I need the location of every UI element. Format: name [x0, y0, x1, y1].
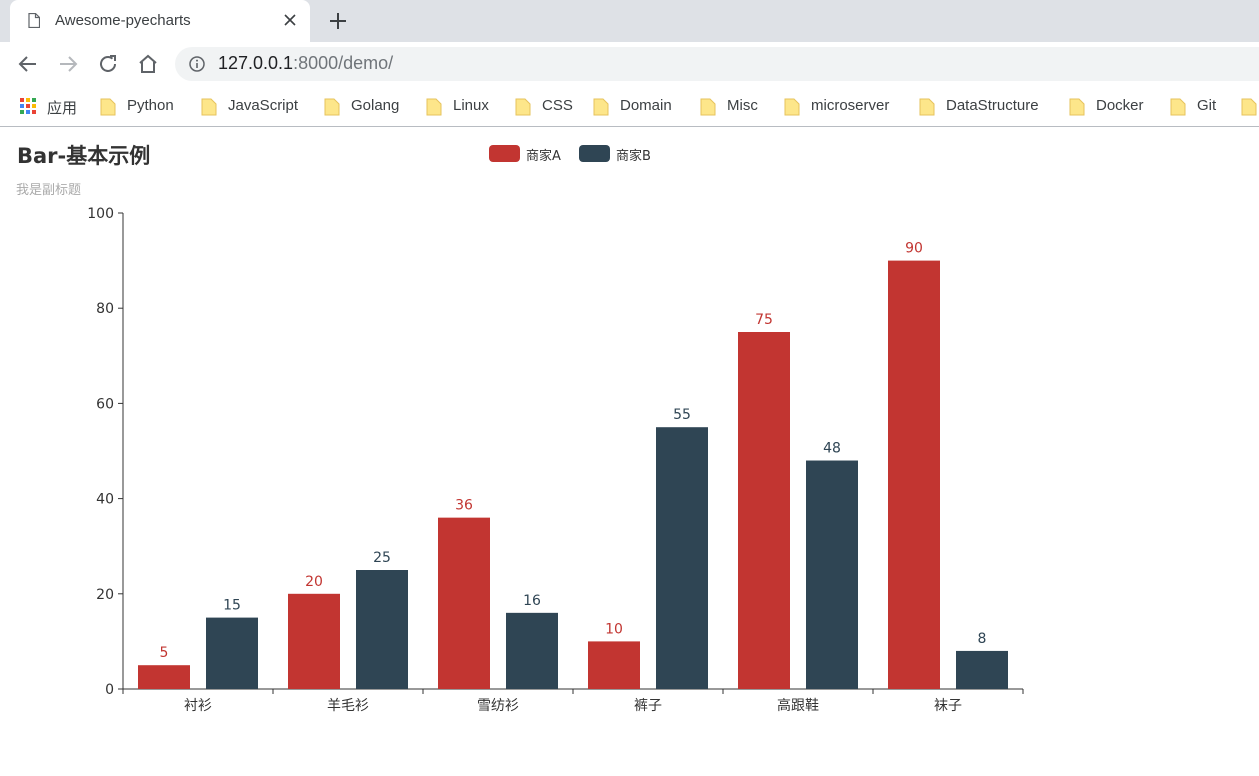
bookmark-label: Docker — [1096, 97, 1144, 114]
page-content: Bar-基本示例 我是副标题 商家A 商家B 0 20 40 60 80 100 衬衫 羊毛衫… — [0, 128, 1259, 776]
bookmarks-bar: 应用 Python JavaScript Golang Linux CSS Do… — [0, 86, 1259, 127]
bookmark-label: microserver — [811, 97, 890, 114]
bar-series-a — [588, 641, 640, 689]
data-label: 10 — [605, 621, 623, 637]
legend-label-series-b: 商家B — [616, 149, 651, 164]
url-host: 127.0.0.1 — [218, 53, 294, 73]
x-tick-label: 衬衫 — [184, 698, 212, 714]
y-tick-label: 0 — [105, 682, 114, 698]
data-label: 48 — [823, 441, 841, 457]
folder-icon — [201, 98, 217, 116]
bookmark-overflow[interactable] — [1241, 96, 1259, 118]
legend-label-series-a: 商家A — [526, 149, 561, 164]
bar-chart: 0 20 40 60 80 100 衬衫 羊毛衫 雪纺衫 裤子 高跟鞋 袜子 5 15 20 25 36 16 10… — [87, 206, 1024, 714]
data-label: 16 — [523, 593, 541, 609]
folder-icon — [700, 98, 716, 116]
folder-icon — [426, 98, 442, 116]
bookmark-label: Linux — [453, 97, 489, 114]
bar-series-a — [288, 593, 340, 689]
data-label: 15 — [223, 598, 241, 614]
x-tick-label: 袜子 — [934, 698, 962, 714]
folder-icon — [1241, 98, 1257, 116]
data-label: 55 — [673, 407, 691, 423]
bookmark-label: 应用 — [47, 100, 78, 117]
address-bar[interactable]: 127.0.0.1:8000/demo/ — [175, 47, 1259, 81]
back-icon[interactable] — [16, 52, 40, 76]
data-label: 36 — [455, 498, 473, 514]
bar-series-b — [356, 570, 408, 689]
x-tick-label: 裤子 — [634, 698, 662, 714]
legend-swatch-series-a — [489, 145, 520, 162]
new-tab-icon[interactable] — [326, 9, 350, 33]
y-tick-label: 20 — [96, 587, 114, 603]
reload-icon[interactable] — [96, 52, 120, 76]
bookmark-label: DataStructure — [946, 97, 1039, 114]
bookmark-label: JavaScript — [228, 97, 299, 114]
bookmark-label: CSS — [542, 97, 573, 114]
bar-series-b — [656, 427, 708, 689]
folder-icon — [324, 98, 340, 116]
document-icon — [28, 13, 40, 28]
bookmark-label: Domain — [620, 97, 672, 114]
chart-subtitle: 我是副标题 — [16, 183, 82, 198]
bookmark-label: Git — [1197, 97, 1217, 114]
forward-icon[interactable] — [56, 52, 80, 76]
folder-icon — [784, 98, 800, 116]
y-tick-label: 80 — [96, 301, 114, 317]
data-label: 90 — [905, 241, 923, 257]
y-tick-label: 60 — [96, 396, 114, 412]
folder-icon — [515, 98, 531, 116]
folder-icon — [1069, 98, 1085, 116]
x-tick-label: 高跟鞋 — [777, 697, 819, 714]
tab-title: Awesome-pyecharts — [55, 12, 191, 29]
bookmark-label: Misc — [727, 97, 758, 114]
tab-strip: Awesome-pyecharts — [0, 0, 1259, 42]
x-tick-label: 羊毛衫 — [327, 698, 369, 714]
data-label: 5 — [160, 645, 169, 661]
bookmark-label: Golang — [351, 97, 400, 114]
folder-icon — [100, 98, 116, 116]
data-label: 20 — [305, 574, 323, 590]
folder-icon — [593, 98, 609, 116]
folder-icon — [1170, 98, 1186, 116]
x-tick-label: 雪纺衫 — [477, 698, 519, 714]
url-text[interactable]: 127.0.0.1:8000/demo/ — [218, 53, 393, 74]
bar-series-a — [888, 260, 940, 689]
y-tick-label: 40 — [96, 492, 114, 508]
y-tick-label: 100 — [87, 206, 114, 222]
browser-toolbar: 127.0.0.1:8000/demo/ — [0, 42, 1259, 86]
folder-icon — [919, 98, 935, 116]
browser-tab[interactable]: Awesome-pyecharts — [10, 0, 310, 42]
close-tab-icon[interactable] — [282, 12, 298, 28]
chart-title: Bar-基本示例 — [17, 144, 151, 168]
bar-series-b — [806, 460, 858, 689]
bar-series-a — [438, 517, 490, 689]
bookmark-label: Python — [127, 97, 174, 114]
bar-series-a — [138, 665, 190, 689]
bar-series-b — [206, 617, 258, 689]
apps-grid-icon — [20, 98, 36, 114]
data-label: 8 — [978, 631, 987, 647]
data-label: 25 — [373, 550, 391, 566]
legend-swatch-series-b — [579, 145, 610, 162]
home-icon[interactable] — [136, 52, 160, 76]
data-label: 75 — [755, 312, 773, 328]
url-path: :8000/demo/ — [293, 53, 394, 73]
info-icon[interactable] — [189, 56, 205, 72]
bar-series-a — [738, 332, 790, 689]
bar-series-b — [956, 650, 1008, 689]
bar-series-b — [506, 612, 558, 689]
